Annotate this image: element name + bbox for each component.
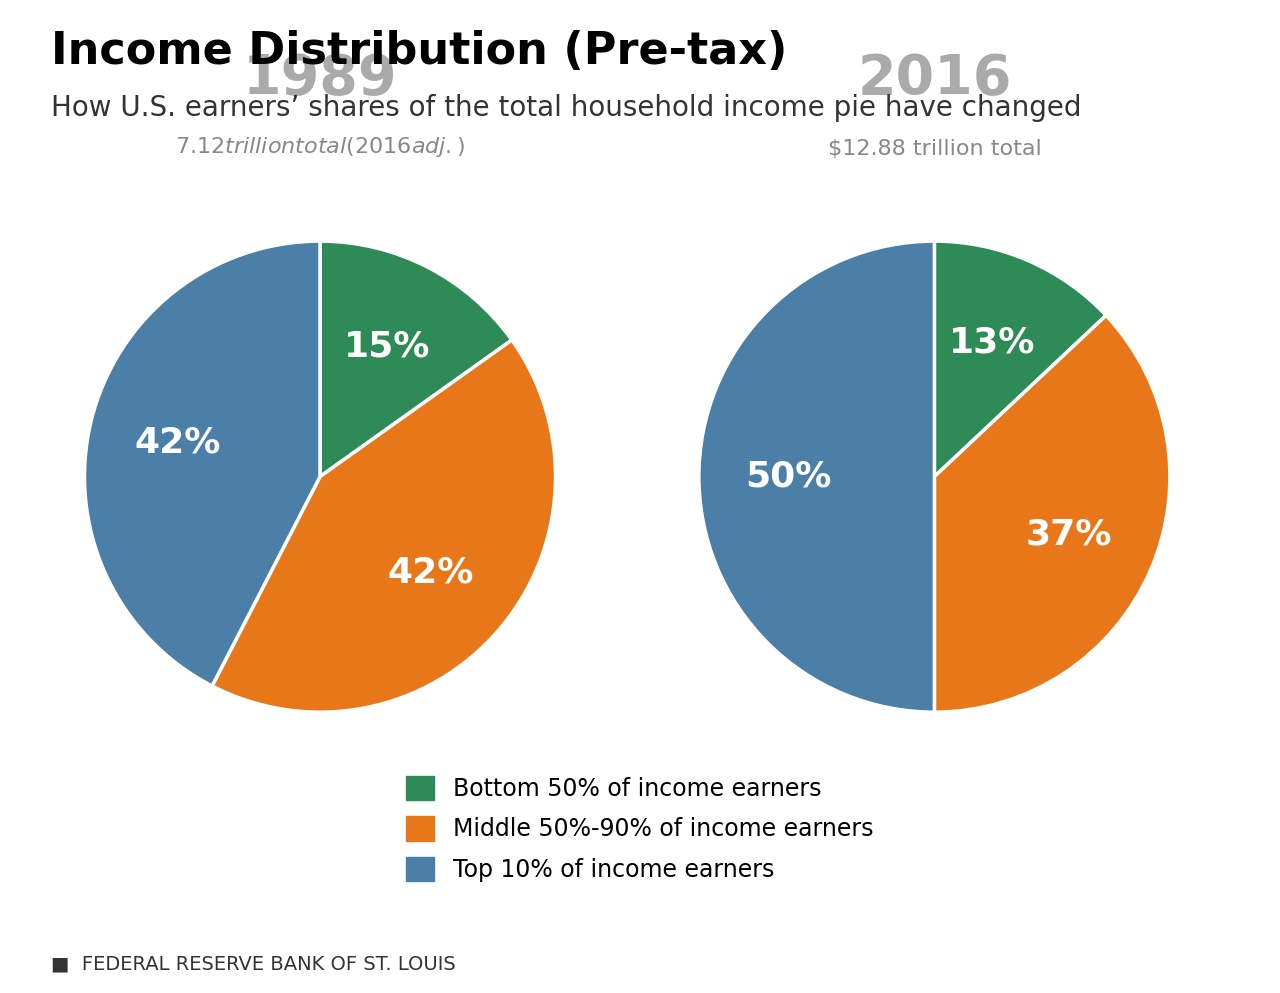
Wedge shape	[699, 241, 934, 712]
Text: 42%: 42%	[387, 555, 474, 589]
Wedge shape	[934, 241, 1106, 477]
Text: $12.88 trillion total: $12.88 trillion total	[828, 139, 1041, 159]
Wedge shape	[934, 316, 1170, 712]
Legend: Bottom 50% of income earners, Middle 50%-90% of income earners, Top 10% of incom: Bottom 50% of income earners, Middle 50%…	[406, 776, 874, 882]
Text: 1989: 1989	[243, 52, 397, 105]
Text: $7.12 trillion total (2016 adj. $): $7.12 trillion total (2016 adj. $)	[175, 135, 465, 159]
Text: 42%: 42%	[134, 425, 221, 459]
Text: 2016: 2016	[858, 52, 1011, 105]
Text: How U.S. earners’ shares of the total household income pie have changed: How U.S. earners’ shares of the total ho…	[51, 94, 1082, 122]
Text: Income Distribution (Pre-tax): Income Distribution (Pre-tax)	[51, 30, 787, 72]
Wedge shape	[320, 241, 512, 477]
Wedge shape	[212, 340, 556, 712]
Text: 15%: 15%	[344, 330, 430, 363]
Text: 13%: 13%	[950, 326, 1036, 359]
Wedge shape	[84, 241, 320, 686]
Text: 50%: 50%	[745, 460, 832, 494]
Text: ■  FEDERAL RESERVE BANK OF ST. LOUIS: ■ FEDERAL RESERVE BANK OF ST. LOUIS	[51, 954, 456, 973]
Text: 37%: 37%	[1025, 517, 1111, 552]
